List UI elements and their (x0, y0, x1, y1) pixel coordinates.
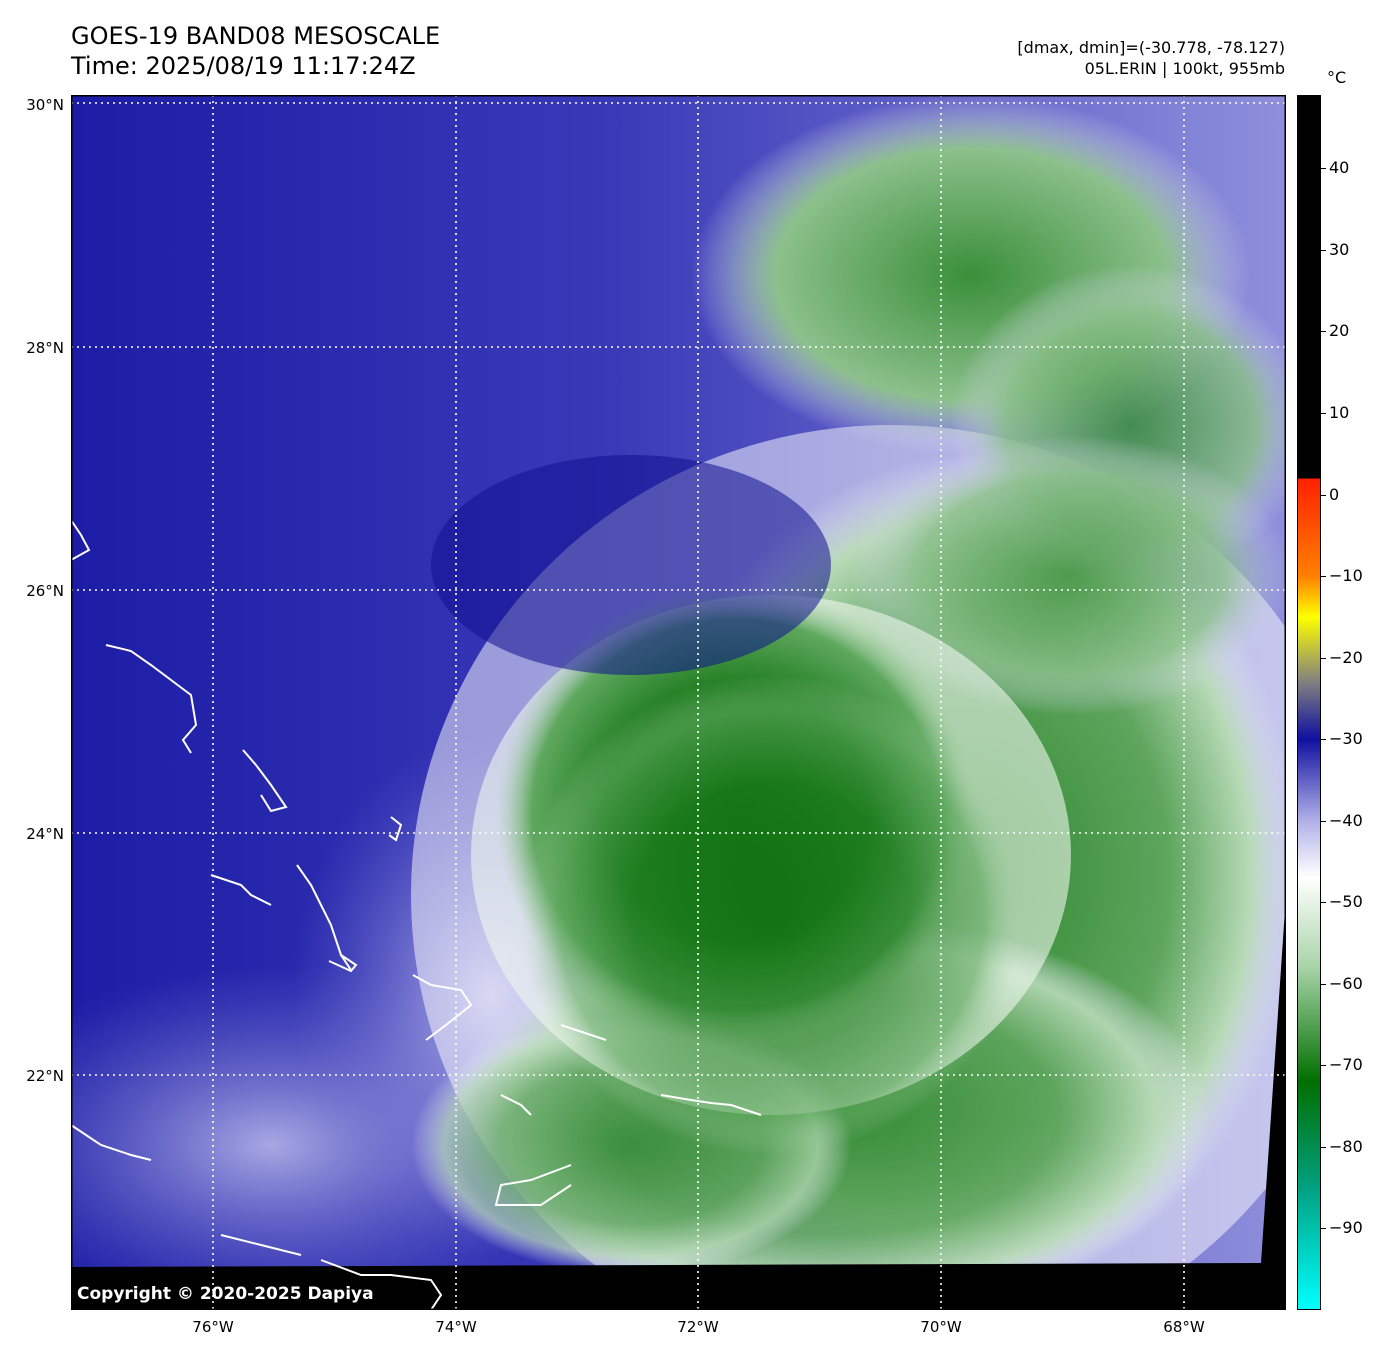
colorbar-tick (1321, 249, 1326, 251)
info-line1: [dmax, dmin]=(-30.778, -78.127) (1017, 38, 1285, 57)
colorbar-tick (1321, 1228, 1326, 1230)
colorbar-tick-label: −30 (1329, 729, 1363, 749)
colorbar-tick-label: −10 (1329, 566, 1363, 586)
copyright-text: Copyright © 2020-2025 Dapiya (77, 1284, 374, 1304)
colorbar-tick (1321, 168, 1326, 170)
colorbar-tick-label: 30 (1329, 239, 1350, 259)
lat-label-30n: 30°N (26, 96, 64, 114)
colorbar-tick (1321, 1065, 1326, 1067)
colorbar-tick (1321, 576, 1326, 578)
info-line2: 05L.ERIN | 100kt, 955mb (1084, 59, 1285, 78)
colorbar-tick (1321, 983, 1326, 985)
lat-label-24n: 24°N (26, 825, 64, 843)
lat-label-22n: 22°N (26, 1067, 64, 1085)
lon-label-72w: 72°W (677, 1318, 719, 1336)
colorbar-tick-label: 40 (1329, 158, 1350, 178)
colorbar-tick (1321, 902, 1326, 904)
gridlines (71, 95, 1286, 1310)
colorbar-tick (1321, 739, 1326, 741)
colorbar-tick-label: 20 (1329, 321, 1350, 341)
colorbar-tick-label: −50 (1329, 892, 1363, 912)
map-image (71, 95, 1286, 1310)
title-line1: GOES-19 BAND08 MESOSCALE (71, 22, 441, 50)
lon-label-74w: 74°W (435, 1318, 477, 1336)
colorbar (1297, 95, 1321, 1310)
colorbar-tick-label: −20 (1329, 647, 1363, 667)
colorbar-tick-label: −40 (1329, 810, 1363, 830)
title-line2: Time: 2025/08/19 11:17:24Z (71, 52, 416, 80)
colorbar-tick (1321, 494, 1326, 496)
colorbar-tick-label: −90 (1329, 1218, 1363, 1238)
satellite-map (71, 95, 1286, 1310)
lat-label-28n: 28°N (26, 339, 64, 357)
colorbar-tick-label: −70 (1329, 1055, 1363, 1075)
lon-label-76w: 76°W (192, 1318, 234, 1336)
colorbar-tick-label: −80 (1329, 1136, 1363, 1156)
colorbar-tick (1321, 820, 1326, 822)
colorbar-tick (1321, 1146, 1326, 1148)
lon-label-68w: 68°W (1163, 1318, 1205, 1336)
lat-label-26n: 26°N (26, 582, 64, 600)
colorbar-tick-label: −60 (1329, 973, 1363, 993)
colorbar-unit: °C (1327, 68, 1347, 87)
colorbar-tick (1321, 331, 1326, 333)
lon-label-70w: 70°W (920, 1318, 962, 1336)
colorbar-tick-label: 0 (1329, 484, 1340, 504)
colorbar-tick (1321, 657, 1326, 659)
colorbar-tick-label: 10 (1329, 403, 1350, 423)
colorbar-tick (1321, 413, 1326, 415)
